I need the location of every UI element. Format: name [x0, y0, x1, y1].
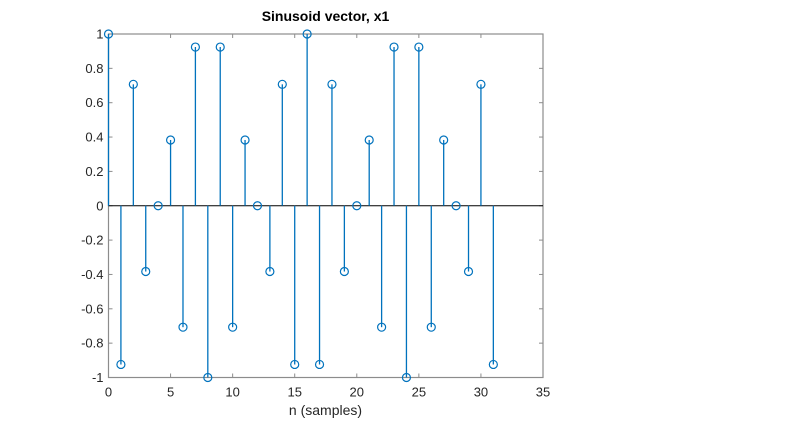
- stem-marker: [352, 201, 362, 211]
- stem-marker: [215, 42, 225, 52]
- stem-marker: [488, 359, 498, 370]
- y-tick-label: 0.2: [85, 164, 103, 179]
- stem-marker: [228, 322, 238, 332]
- stem-marker: [290, 359, 300, 370]
- stem-marker: [265, 266, 275, 277]
- stem-marker: [178, 322, 188, 332]
- stem-marker: [302, 29, 312, 39]
- y-tick-label: 0.8: [85, 61, 103, 76]
- x-tick-label: 20: [350, 385, 364, 400]
- x-tick-label: 35: [536, 385, 550, 400]
- stem-marker: [128, 79, 138, 89]
- y-tick-label: 0.6: [85, 95, 103, 110]
- stem-marker: [252, 201, 263, 211]
- stem-marker: [327, 79, 337, 89]
- stem-marker: [339, 266, 349, 277]
- x-tick-label: 30: [474, 385, 488, 400]
- stem-marker: [439, 135, 449, 145]
- stem-marker: [141, 266, 151, 277]
- stem-marker: [389, 42, 399, 52]
- x-axis-label: n (samples): [288, 402, 363, 418]
- chart-title: Sinusoid vector, x1: [261, 8, 390, 24]
- stem-marker: [277, 79, 287, 89]
- stem-marker: [165, 135, 176, 145]
- y-tick-label: -0.6: [81, 301, 103, 316]
- y-tick-label: -0.2: [81, 233, 103, 248]
- x-tick-label: 15: [287, 385, 301, 400]
- y-tick-label: 0: [96, 198, 103, 213]
- stem-marker: [364, 135, 374, 145]
- stem-marker: [116, 359, 126, 370]
- x-tick-label: 5: [167, 385, 174, 400]
- y-tick-label: -0.8: [81, 336, 103, 351]
- stem-marker: [190, 42, 200, 52]
- stem-marker: [463, 266, 474, 277]
- y-tick-label: 0.4: [85, 130, 103, 145]
- stem-marker: [203, 372, 213, 383]
- stem-marker: [314, 359, 325, 370]
- y-tick-label: 1: [96, 27, 103, 42]
- stem-marker: [240, 135, 250, 145]
- x-tick-label: 0: [105, 385, 112, 400]
- stem-marker: [153, 201, 163, 211]
- stem-marker: [414, 42, 424, 52]
- stem-marker: [426, 322, 436, 332]
- stem-marker: [401, 372, 412, 383]
- stem-marker: [103, 29, 114, 39]
- stem-marker: [451, 201, 461, 211]
- stem-marker: [476, 79, 486, 89]
- x-tick-label: 25: [412, 385, 426, 400]
- y-tick-label: -0.4: [81, 267, 103, 282]
- x-tick-label: 10: [225, 385, 239, 400]
- stem-marker: [377, 322, 387, 332]
- y-tick-label: -1: [92, 370, 104, 385]
